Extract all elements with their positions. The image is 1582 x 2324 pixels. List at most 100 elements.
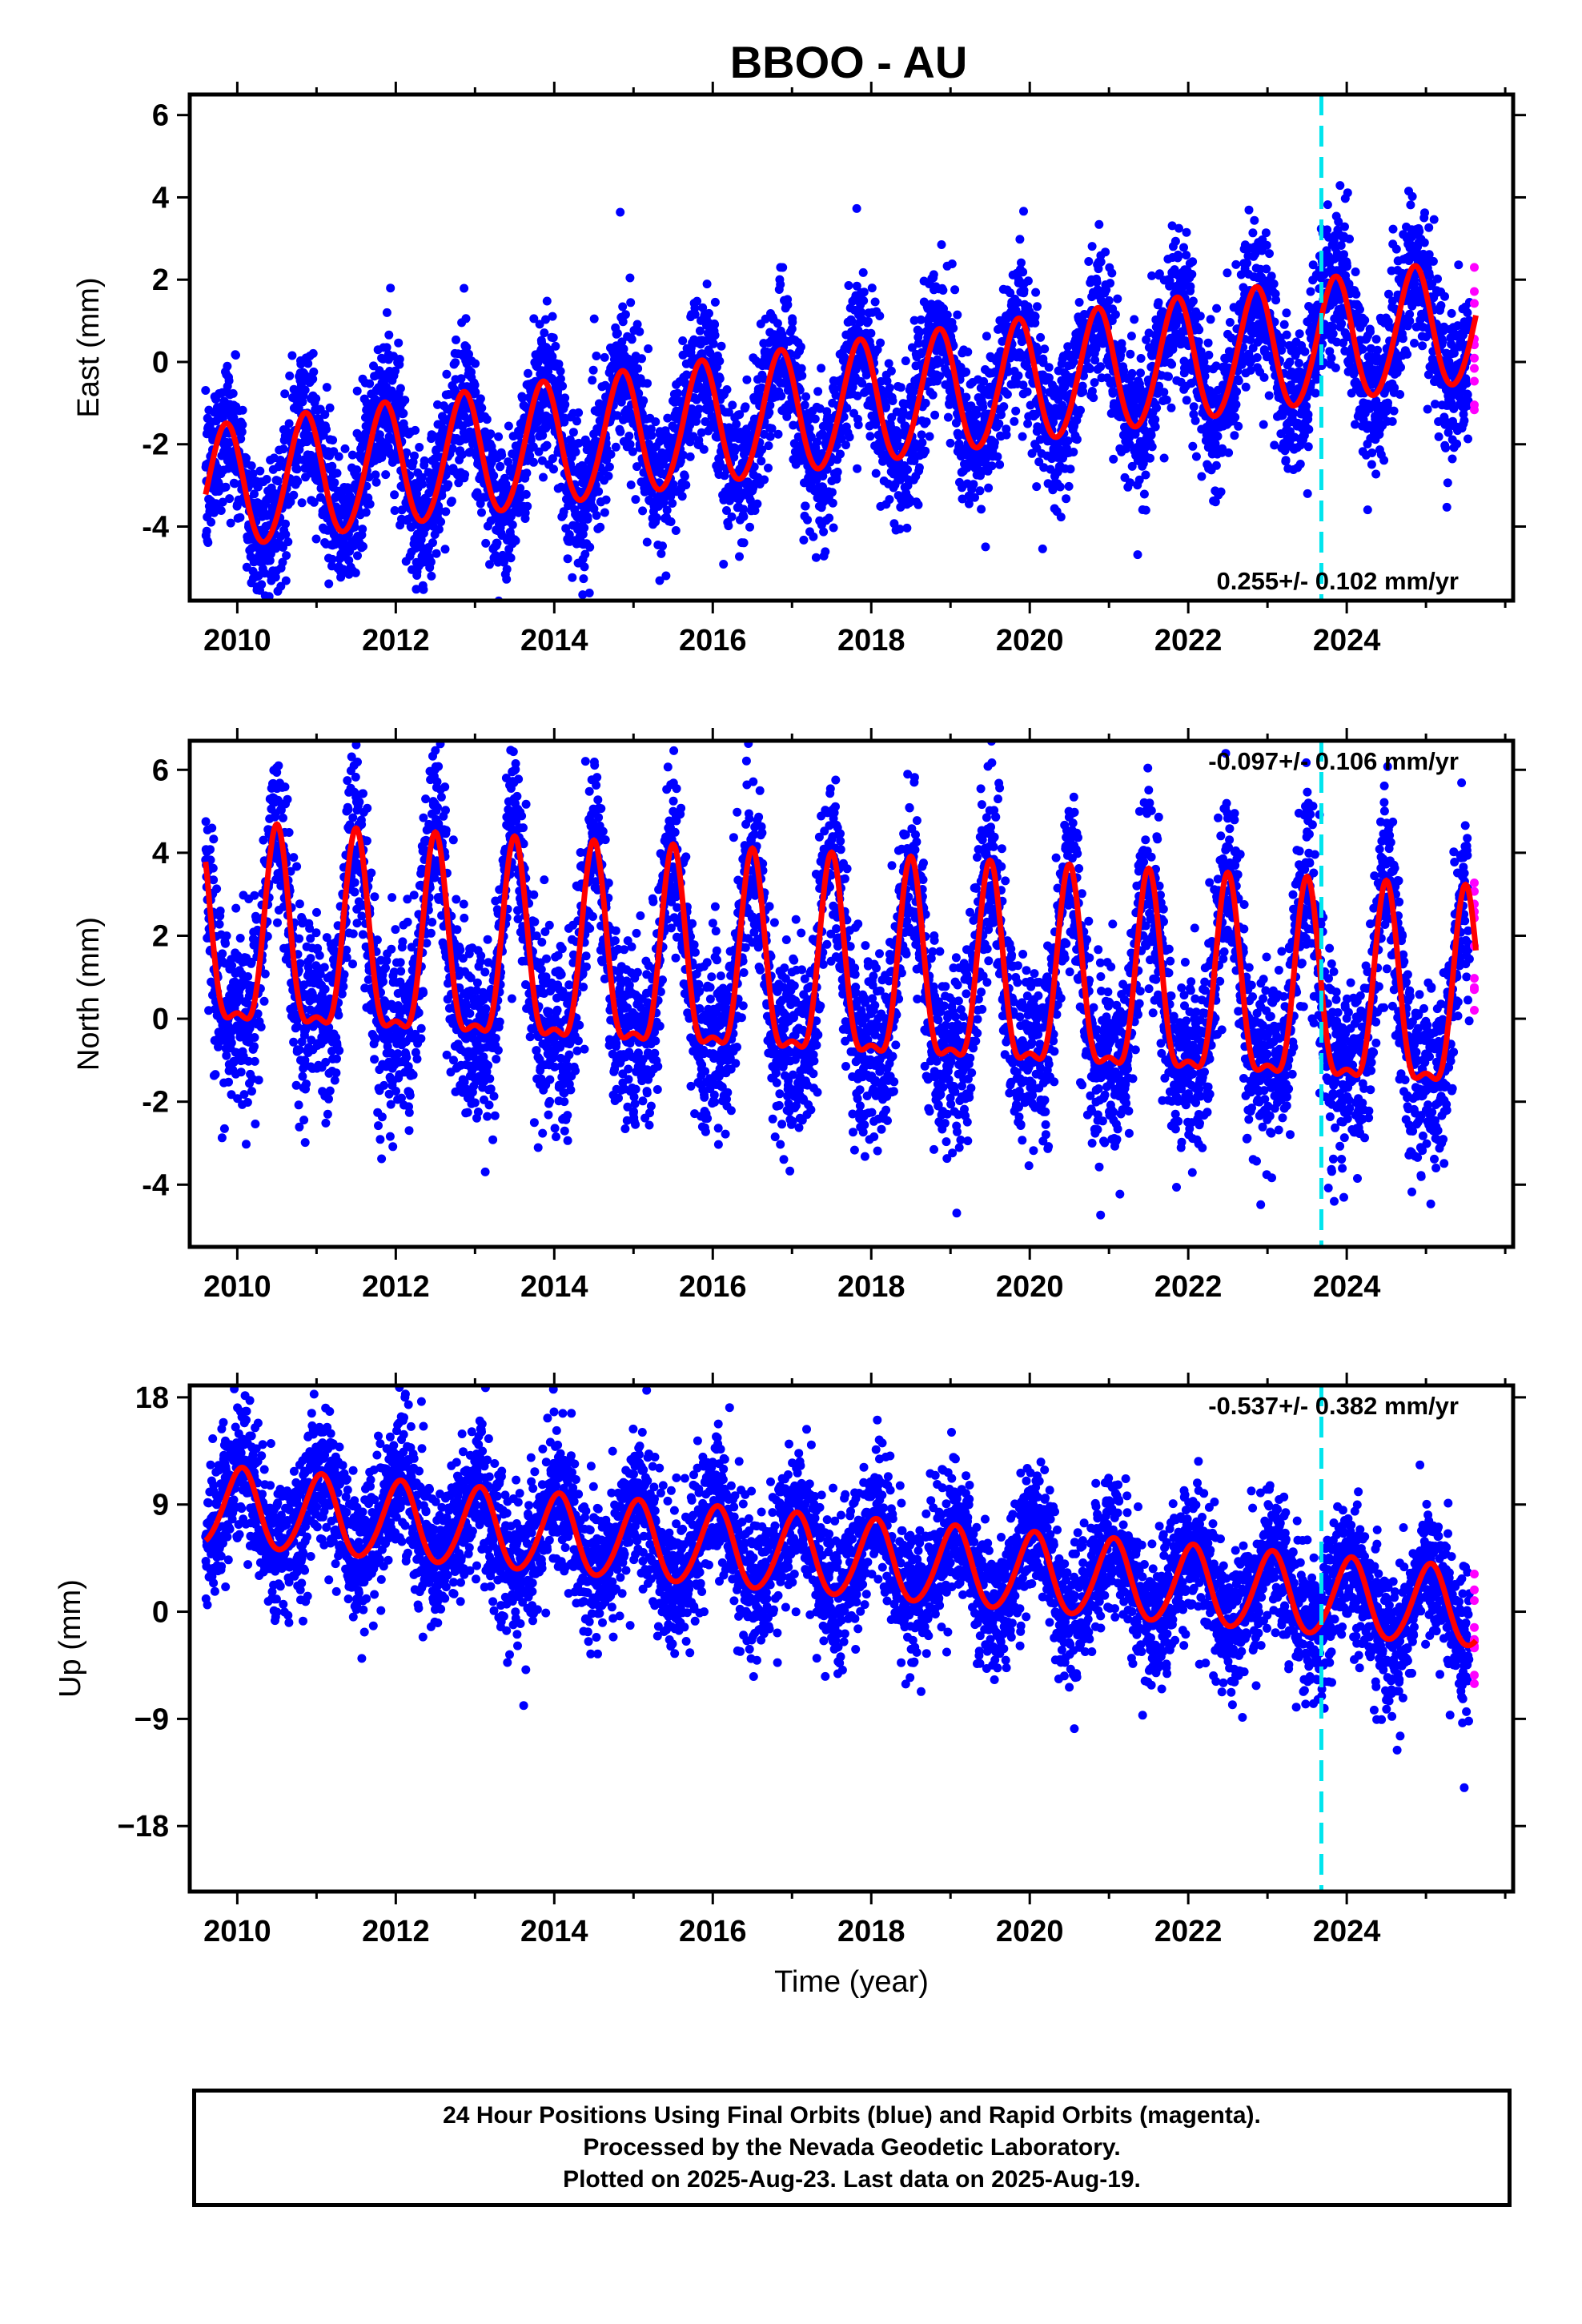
east-point bbox=[419, 585, 428, 594]
east-point bbox=[457, 450, 467, 460]
east-point bbox=[817, 429, 827, 439]
east-point bbox=[975, 486, 985, 496]
east-point bbox=[844, 281, 853, 290]
east-point bbox=[224, 376, 234, 385]
east-point bbox=[436, 517, 446, 527]
east-point bbox=[866, 328, 876, 338]
east-point bbox=[681, 480, 691, 490]
east-point bbox=[625, 273, 635, 283]
east-point bbox=[977, 505, 986, 514]
east-point bbox=[1078, 387, 1088, 396]
east-point bbox=[470, 380, 480, 390]
east-point bbox=[776, 279, 785, 289]
east-point bbox=[886, 366, 896, 376]
east-point bbox=[773, 319, 782, 328]
east-point bbox=[909, 456, 919, 465]
east-point bbox=[334, 452, 343, 461]
east-point bbox=[987, 461, 997, 471]
east-point bbox=[970, 493, 979, 502]
east-point bbox=[221, 482, 231, 492]
east-point bbox=[765, 400, 775, 410]
east-point bbox=[494, 432, 504, 441]
east-point bbox=[1206, 315, 1215, 324]
east-point bbox=[472, 492, 482, 501]
east-point bbox=[995, 460, 1005, 469]
east-point bbox=[735, 410, 745, 420]
east-point bbox=[516, 484, 525, 493]
east-point bbox=[612, 328, 622, 338]
east-point bbox=[757, 456, 766, 466]
east-point bbox=[817, 448, 827, 458]
east-point bbox=[1074, 298, 1084, 307]
east-point bbox=[767, 424, 777, 433]
east-point bbox=[489, 471, 499, 480]
east-point bbox=[1010, 416, 1019, 426]
east-point bbox=[618, 302, 628, 312]
east-point bbox=[916, 315, 926, 324]
east-point bbox=[1248, 228, 1258, 238]
east-point bbox=[242, 562, 251, 572]
east-point bbox=[588, 376, 597, 385]
east-point bbox=[1055, 482, 1065, 492]
east-point bbox=[1231, 412, 1240, 422]
east-point bbox=[964, 499, 974, 509]
east-point bbox=[202, 526, 211, 536]
east-point bbox=[1036, 332, 1046, 342]
east-point bbox=[255, 466, 265, 476]
east-point bbox=[548, 312, 557, 321]
east-point bbox=[690, 310, 700, 319]
east-point bbox=[432, 549, 441, 558]
east-point bbox=[518, 393, 527, 403]
east-point bbox=[420, 456, 429, 465]
east-point bbox=[218, 497, 227, 507]
east-point bbox=[250, 489, 259, 499]
east-point bbox=[1232, 387, 1242, 396]
east-point bbox=[542, 296, 552, 306]
east-point bbox=[273, 476, 283, 486]
east-point bbox=[882, 376, 892, 386]
east-point bbox=[858, 267, 868, 277]
east-point bbox=[842, 404, 852, 412]
east-point bbox=[1186, 282, 1195, 292]
east-point bbox=[247, 461, 256, 471]
east-point bbox=[451, 358, 460, 368]
east-point bbox=[369, 361, 378, 371]
east-point bbox=[796, 342, 805, 352]
east-point bbox=[677, 492, 687, 501]
east-point bbox=[668, 499, 677, 508]
east-point bbox=[871, 468, 881, 478]
east-point bbox=[694, 404, 704, 414]
east-point bbox=[1189, 402, 1199, 412]
east-point bbox=[836, 449, 845, 459]
east-point bbox=[1064, 481, 1074, 491]
east-point bbox=[662, 505, 672, 515]
east-point bbox=[551, 341, 560, 351]
east-point bbox=[658, 541, 667, 551]
east-point bbox=[1231, 259, 1241, 269]
east-point bbox=[402, 448, 412, 457]
east-point bbox=[236, 434, 246, 444]
east-point bbox=[1139, 489, 1149, 499]
east-point bbox=[777, 392, 786, 401]
east-point bbox=[382, 308, 391, 317]
east-point bbox=[1188, 296, 1198, 306]
east-point bbox=[286, 497, 295, 507]
east-point bbox=[300, 385, 310, 395]
east-point bbox=[394, 338, 404, 348]
east-point bbox=[724, 521, 733, 531]
east-point bbox=[391, 366, 400, 376]
east-point bbox=[651, 417, 661, 427]
east-point bbox=[612, 411, 622, 420]
east-point bbox=[1262, 264, 1271, 274]
east-point bbox=[1141, 470, 1150, 480]
east-point bbox=[853, 464, 862, 473]
east-point bbox=[396, 384, 405, 393]
east-point bbox=[440, 545, 450, 554]
east-point bbox=[511, 536, 520, 545]
east-point bbox=[652, 513, 661, 522]
east-point bbox=[801, 501, 810, 511]
east-point bbox=[799, 535, 809, 545]
east-point bbox=[1126, 332, 1136, 341]
east-point bbox=[1159, 453, 1169, 463]
east-point bbox=[251, 605, 259, 613]
